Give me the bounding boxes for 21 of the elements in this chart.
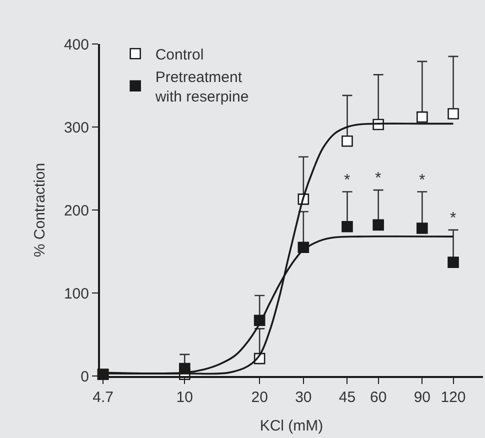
x-tick-label: 20 [251,389,268,406]
annotation: * [419,172,426,189]
y-tick-label: 200 [64,202,89,220]
x-tick-label: 60 [370,389,387,406]
y-tick-label: 300 [64,119,89,136]
annotation: * [375,170,382,187]
legend-label: Pretreatment with reserpine [154,68,249,106]
annotation: * [450,210,456,227]
x-tick-label: 4.7 [92,389,114,406]
annotation: * [344,172,350,189]
legend-label: Control [155,46,204,64]
x-tick-label: 120 [440,389,466,406]
y-axis-title: % Contraction [32,162,49,258]
x-tick-label: 45 [338,389,356,406]
y-tick-label: 100 [64,285,89,302]
x-axis-title: KCl (mM) [260,418,324,434]
y-tick-label: 0 [80,368,89,386]
x-tick-label: 30 [295,389,312,406]
x-tick-label: 10 [176,389,193,406]
y-tick-label: 400 [64,36,89,54]
x-tick-label: 90 [414,389,431,406]
